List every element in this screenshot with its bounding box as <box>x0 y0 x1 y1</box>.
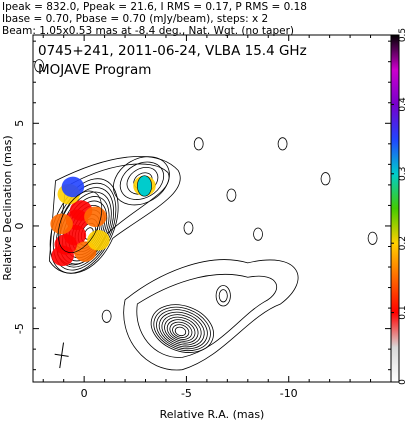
lower-jet-contour <box>174 326 187 337</box>
lower-jet-outer-contour <box>123 259 299 371</box>
beam-minor-axis <box>54 353 69 357</box>
noise-island-contour <box>183 221 194 235</box>
axis-ticks: 0 -5 -10 5 0 -5 <box>13 35 392 400</box>
polarization-color-layer <box>50 175 156 266</box>
noise-island-contour <box>193 137 204 151</box>
colorbar-tick-label: 0.4 <box>398 97 408 112</box>
core-overlay-contour <box>57 190 103 253</box>
chart-title: 0745+241, 2011-06-24, VLBA 15.4 GHz <box>38 43 307 59</box>
chart-subtitle: MOJAVE Program <box>38 62 151 78</box>
polarization-patch <box>51 245 74 266</box>
lower-jet-contour <box>153 306 211 352</box>
x-axis-label: Relative R.A. (mas) <box>160 408 265 421</box>
colorbar-tick-label: 0.2 <box>398 236 408 250</box>
polarization-patch <box>84 206 107 227</box>
outer-contour <box>48 156 181 274</box>
lower-jet-contour <box>161 314 202 346</box>
colorbar: 0 0.1 0.2 0.3 0.4 0.5 <box>390 28 408 385</box>
plot-area: 0 -5 -10 5 0 -5 <box>13 34 392 400</box>
polarization-patch <box>61 176 85 198</box>
noise-island-contour <box>226 188 237 202</box>
lower-jet-contour <box>156 309 208 350</box>
x-tick-label: -5 <box>181 387 192 400</box>
lower-jet-contour <box>150 304 214 353</box>
lower-jet-contour <box>158 311 205 348</box>
noise-island-contour <box>277 137 288 151</box>
y-tick-label: -5 <box>13 323 26 334</box>
lower-jet-contour <box>164 316 199 344</box>
header-line-1: Ipeak = 832.0, Ppeak = 21.6, I RMS = 0.1… <box>2 1 307 13</box>
inner-jet-contour <box>113 156 170 206</box>
noise-island-contour <box>34 59 45 73</box>
x-tick-label: 0 <box>81 387 88 400</box>
core-contour <box>49 178 119 274</box>
jet-knot-contour <box>218 289 228 303</box>
y-tick-label: 0 <box>13 222 26 229</box>
lower-jet-contour <box>136 273 277 358</box>
polarization-patch <box>87 230 110 251</box>
y-tick-label: 5 <box>13 120 26 127</box>
polarization-patch <box>137 175 152 197</box>
colorbar-tick-label: 0 <box>398 379 408 385</box>
polarization-patch <box>50 213 73 235</box>
jet-knot-contour <box>215 285 231 307</box>
lower-jet-contour <box>169 321 193 340</box>
header-line-2: Ibase = 0.70, Pbase = 0.70 (mJy/beam), s… <box>2 13 268 25</box>
colorbar-tick-label: 0.5 <box>398 28 408 42</box>
beam-marker <box>54 342 69 369</box>
noise-island-contour <box>320 172 331 186</box>
colorbar-gradient <box>390 34 400 383</box>
header-line-3: Beam: 1.05x0.53 mas at -8.4 deg., Nat. W… <box>2 25 294 37</box>
noise-island-contour <box>101 309 112 323</box>
inner-jet-contour <box>119 161 165 200</box>
noise-island-contour <box>367 231 378 245</box>
colorbar-ticks: 0 0.1 0.2 0.3 0.4 0.5 <box>391 28 408 385</box>
x-tick-label: -10 <box>280 387 298 400</box>
colorbar-tick-label: 0.3 <box>398 167 408 181</box>
lower-jet-contour <box>166 319 196 342</box>
y-axis-label: Relative Declination (mas) <box>1 135 14 280</box>
lower-jet-contour <box>172 324 190 338</box>
noise-island-contour <box>253 227 263 241</box>
colorbar-tick-label: 0.1 <box>398 305 408 319</box>
